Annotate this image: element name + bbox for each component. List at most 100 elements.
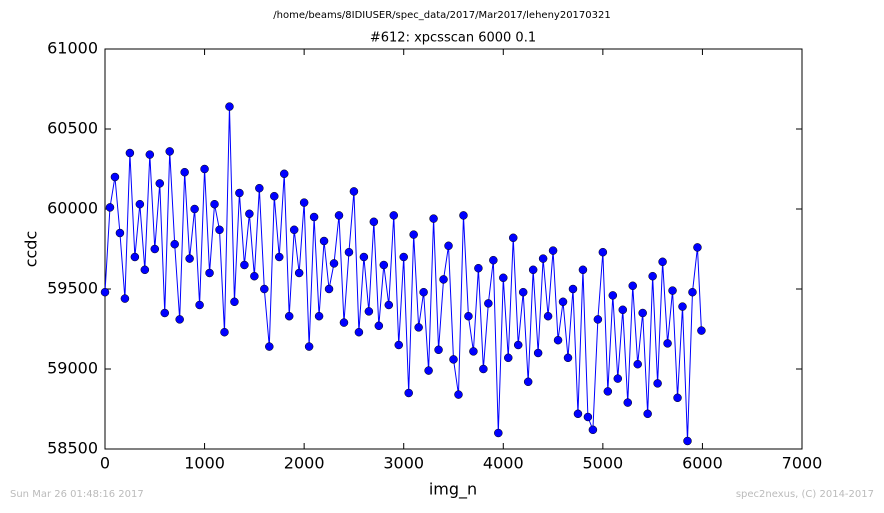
data-point — [464, 311, 473, 321]
data-point — [374, 321, 384, 331]
data-point — [449, 355, 458, 364]
data-point — [673, 393, 682, 403]
data-point — [205, 268, 214, 278]
y-tick-label: 60500 — [47, 119, 98, 138]
data-point — [643, 409, 652, 419]
data-point — [115, 228, 125, 238]
data-point — [697, 326, 706, 335]
data-point — [165, 147, 174, 156]
data-point — [394, 340, 403, 350]
data-point — [265, 342, 274, 351]
data-point — [160, 308, 169, 318]
data-point — [354, 327, 364, 337]
data-point — [215, 225, 224, 235]
data-point — [419, 287, 428, 297]
data-point — [573, 409, 583, 419]
data-point — [558, 297, 568, 307]
footer-right: spec2nexus, (C) 2014-2017 — [736, 489, 874, 500]
data-point — [125, 148, 135, 158]
data-point — [220, 327, 229, 337]
data-point — [195, 300, 204, 310]
x-tick-label: 3000 — [383, 454, 424, 473]
data-point — [508, 233, 518, 243]
data-point — [399, 252, 408, 262]
data-point — [225, 102, 234, 111]
y-tick-label: 59500 — [47, 279, 98, 298]
data-point — [270, 191, 279, 201]
data-point — [588, 425, 598, 435]
data-point — [150, 244, 160, 254]
data-point — [255, 183, 264, 193]
data-point — [479, 364, 488, 374]
data-point — [469, 347, 478, 356]
data-point — [444, 241, 453, 251]
data-point — [598, 247, 608, 257]
x-tick-label: 7000 — [782, 454, 823, 473]
data-point — [210, 199, 219, 209]
data-point — [658, 257, 667, 267]
x-axis-label: img_n — [429, 480, 477, 500]
data-point — [100, 287, 110, 297]
data-point — [409, 230, 418, 239]
data-point — [648, 271, 657, 281]
data-point — [484, 299, 493, 308]
data-point — [364, 307, 374, 316]
data-point — [513, 340, 523, 350]
data-point — [528, 265, 538, 275]
y-tick-label: 58500 — [47, 439, 98, 458]
data-point — [324, 284, 334, 294]
data-point — [404, 388, 413, 398]
data-point — [439, 275, 448, 284]
data-point — [389, 211, 399, 220]
y-tick-label: 59000 — [47, 359, 98, 378]
data-point — [459, 211, 468, 220]
data-point — [384, 300, 394, 310]
data-point — [638, 308, 647, 318]
data-point — [250, 271, 259, 281]
data-point — [299, 198, 309, 207]
data-point — [578, 265, 588, 275]
data-point — [533, 348, 543, 358]
data-point — [543, 311, 553, 321]
data-point — [284, 311, 294, 321]
data-point — [275, 252, 284, 262]
data-point — [499, 273, 508, 283]
data-point — [175, 315, 184, 324]
data-point — [155, 179, 165, 188]
data-point — [120, 294, 130, 303]
data-point — [130, 252, 140, 262]
data-point — [668, 286, 677, 295]
data-point — [653, 379, 662, 388]
data-point — [434, 345, 443, 355]
x-tick-label: 1000 — [184, 454, 225, 473]
data-point — [414, 323, 423, 332]
data-point — [185, 254, 194, 263]
data-point — [235, 188, 244, 198]
data-point — [633, 359, 642, 369]
data-point — [304, 342, 314, 351]
data-point — [683, 436, 692, 446]
data-point — [105, 203, 115, 212]
data-point — [613, 374, 623, 383]
x-tick-label: 2000 — [284, 454, 325, 473]
data-point — [289, 225, 299, 235]
data-point — [279, 169, 289, 179]
y-tick-label: 60000 — [47, 199, 98, 218]
suptitle: /home/beams/8IDIUSER/spec_data/2017/Mar2… — [273, 10, 610, 21]
data-point — [369, 217, 379, 227]
data-point — [334, 211, 344, 220]
data-point — [608, 291, 618, 300]
data-point — [553, 335, 563, 345]
chart-title: #612: xpcsscan 6000 0.1 — [370, 31, 536, 46]
data-point — [504, 353, 513, 363]
data-point — [538, 254, 548, 263]
y-axis-label: ccdc — [22, 231, 41, 268]
data-point — [494, 428, 503, 438]
data-point — [140, 265, 150, 275]
data-point — [349, 187, 359, 196]
data-point — [518, 287, 528, 297]
x-tick-label: 6000 — [682, 454, 723, 473]
data-point — [180, 167, 189, 177]
data-point — [135, 199, 145, 209]
data-point — [623, 398, 632, 407]
